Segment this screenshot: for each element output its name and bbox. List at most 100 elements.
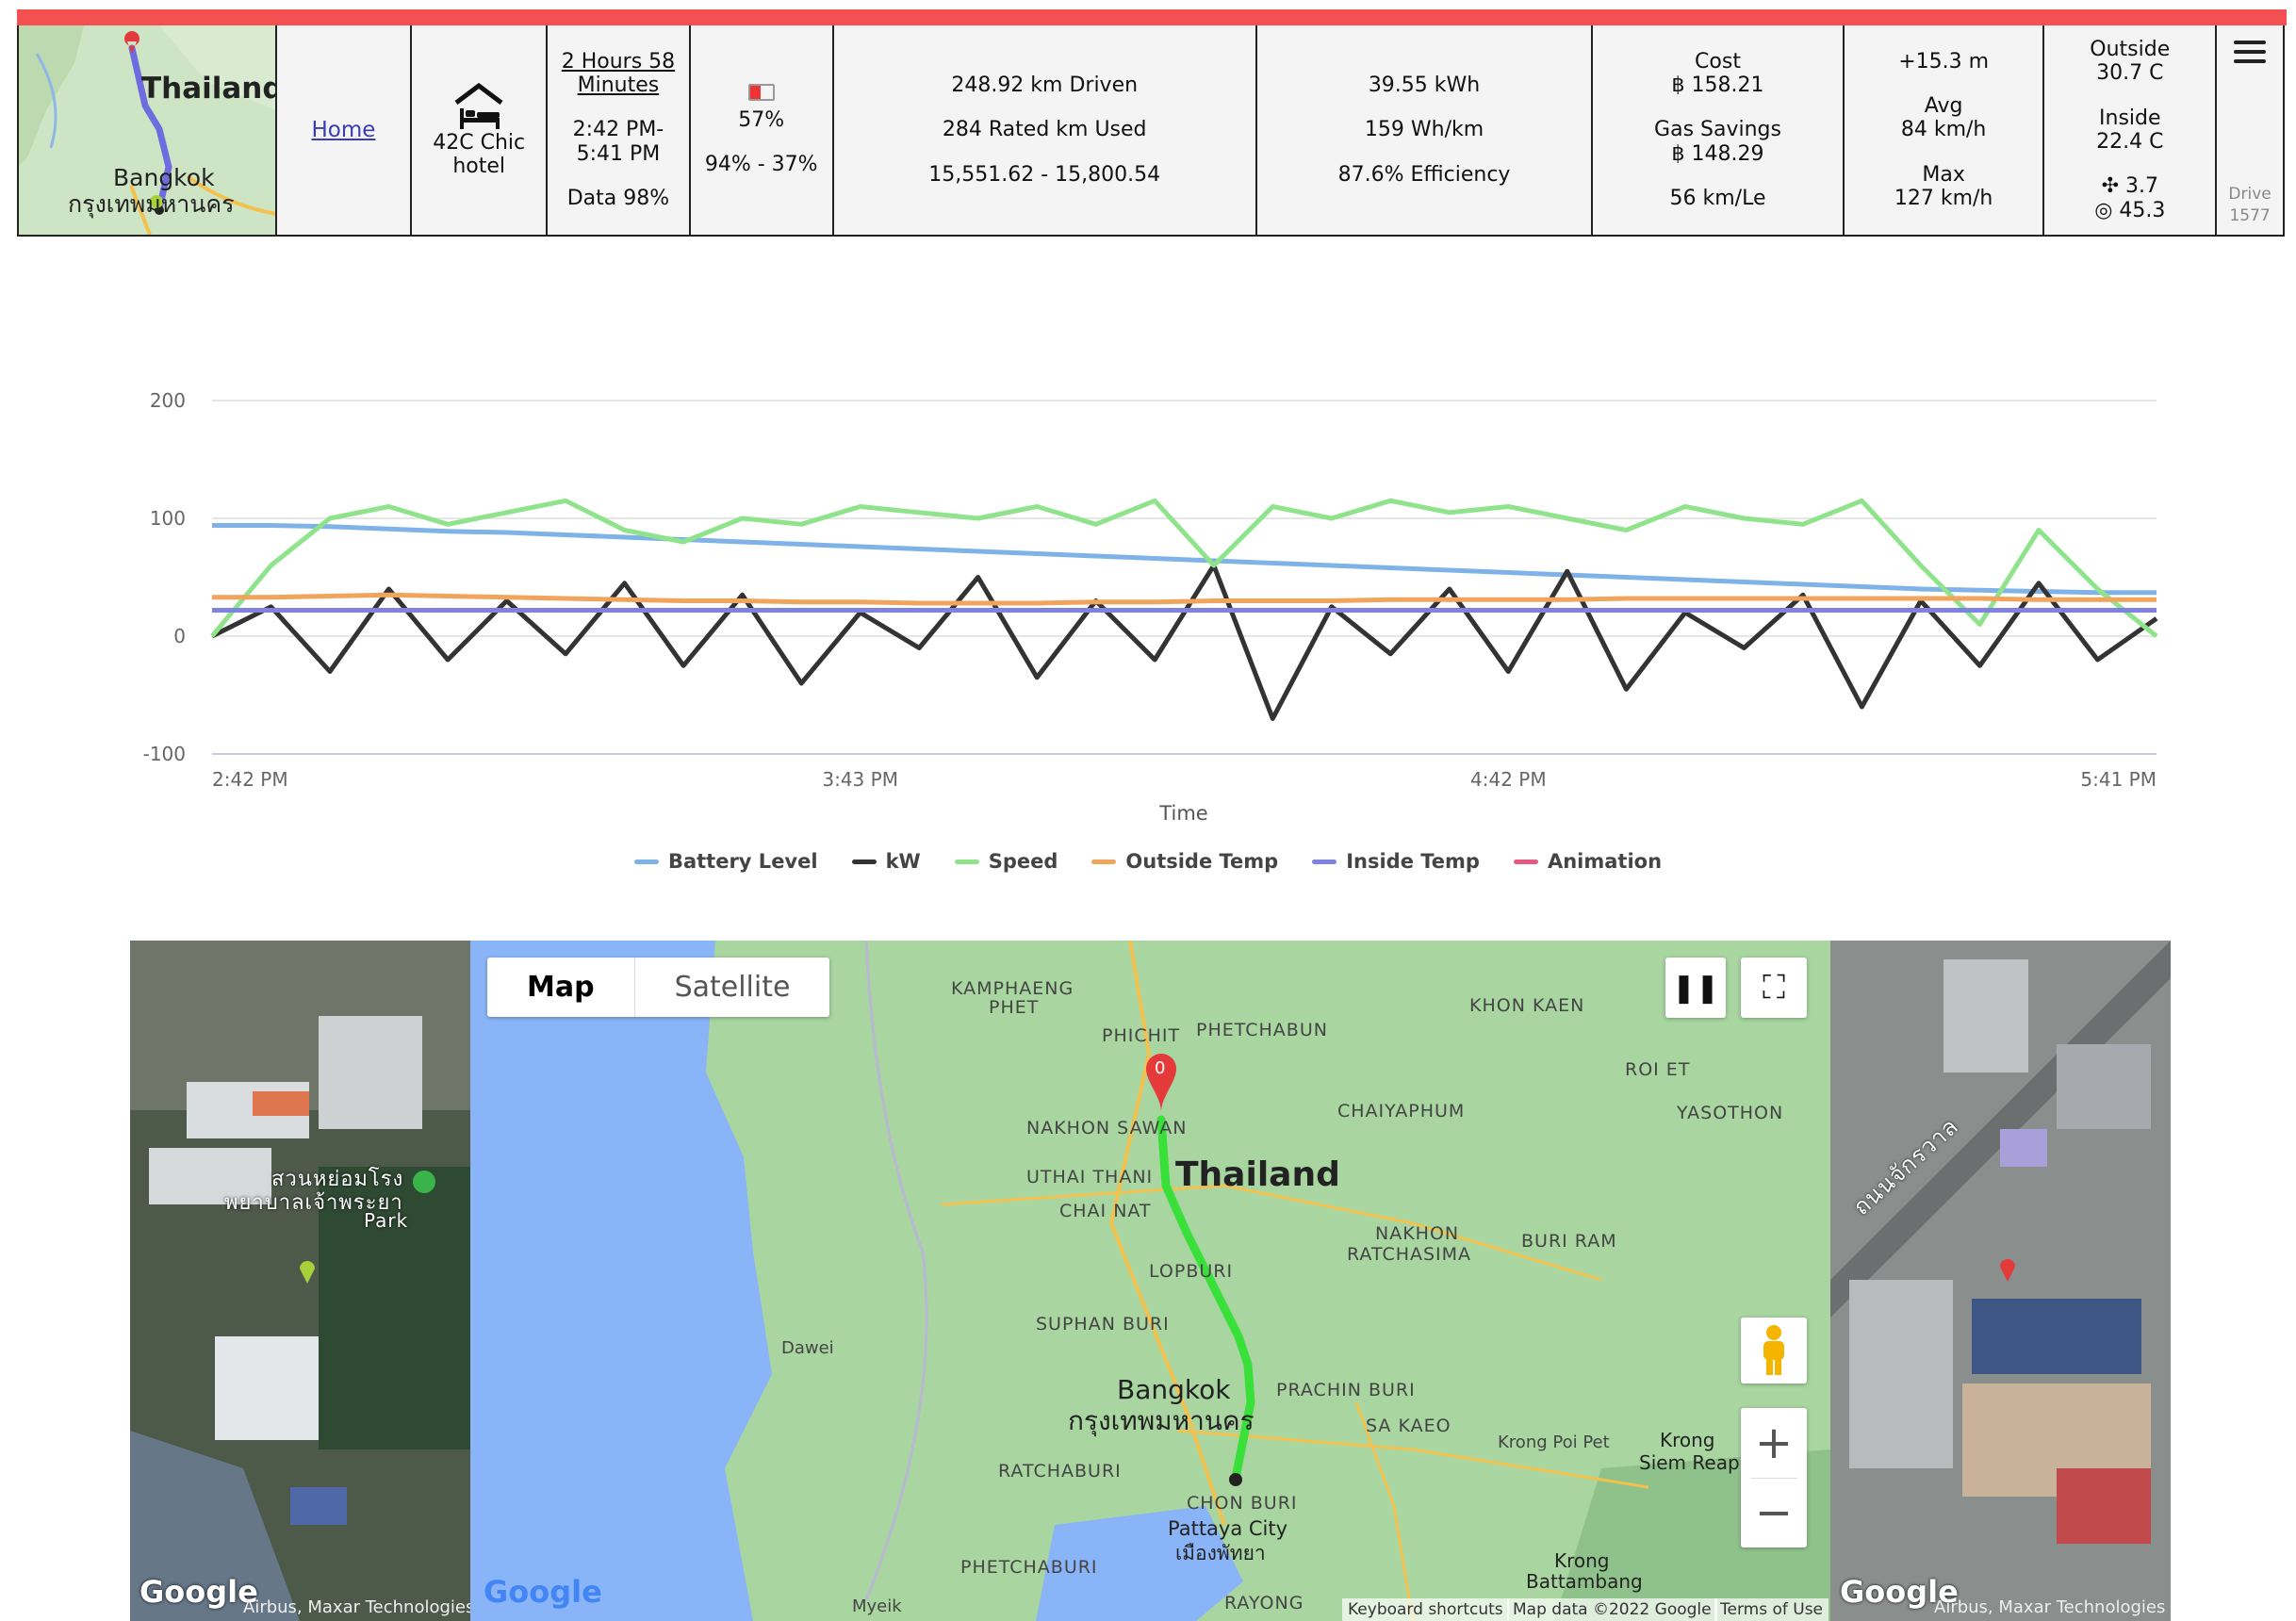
park-local-label: สวนหย่อมโรง (271, 1168, 404, 1191)
cost-cell: Cost ฿ 158.21 Gas Savings ฿ 148.29 56 km… (1593, 25, 1845, 235)
start-satellite-view[interactable]: สวนหย่อมโรง พยาบาลเจ้าพระยา Park Google … (130, 941, 470, 1621)
place-label: SUPHAN BURI (1036, 1314, 1170, 1334)
keyboard-shortcuts-link[interactable]: Keyboard shortcuts (1342, 1598, 1509, 1621)
terms-of-use-link[interactable]: Terms of Use (1714, 1598, 1829, 1621)
map-type-satellite-button[interactable]: Satellite (633, 958, 830, 1017)
mini-map-graphic (19, 25, 275, 235)
google-logo: Google (484, 1574, 602, 1610)
pause-animation-button[interactable]: ❚❚ (1665, 958, 1726, 1018)
legend-label: kW (885, 850, 921, 873)
legend-swatch (954, 859, 979, 864)
place-label: เมืองพัทยา (1175, 1542, 1266, 1564)
duration-cell: 2 Hours 58 Minutes 2:42 PM- 5:41 PM Data… (548, 25, 691, 235)
place-label: BURI RAM (1521, 1231, 1617, 1252)
legend-item-speed[interactable]: Speed (954, 850, 1058, 873)
fan-speed: 3.7 (2125, 174, 2158, 199)
legend-swatch (1091, 859, 1117, 864)
mini-map-country-label: Thailand (141, 72, 277, 106)
place-label: PHET (989, 997, 1040, 1018)
trip-chart: 200 100 0 -100 2:42 PM 3:43 PM 4:42 PM 5:41 PM… (143, 389, 2158, 825)
inside-temp-value: 22.4 C (2096, 130, 2164, 154)
place-label: NAKHON SAWAN (1026, 1118, 1188, 1138)
trip-mini-map[interactable]: Thailand Bangkok กรุงเทพมหานคร (19, 25, 277, 235)
zoom-out-button[interactable]: − (1750, 1477, 1797, 1548)
legend-label: Inside Temp (1346, 850, 1480, 873)
minus-icon: − (1754, 1486, 1794, 1540)
place-label: YASOTHON (1677, 1103, 1784, 1123)
energy-cell: 39.55 kWh 159 Wh/km 87.6% Efficiency (1257, 25, 1594, 235)
x-axis-label: Time (1158, 802, 1207, 825)
place-label: Krong (1554, 1549, 1610, 1572)
menu-cell: Drive 1577 (2217, 25, 2283, 235)
legend-label: Battery Level (667, 850, 818, 873)
energy-per-km: 159 Wh/km (1364, 118, 1484, 142)
map-type-control: Map Satellite (487, 958, 830, 1017)
place-label: KHON KAEN (1469, 995, 1585, 1016)
end-time: 5:41 PM (576, 141, 661, 166)
map-country-label: Thailand (1175, 1155, 1340, 1194)
trip-summary-header: Thailand Bangkok กรุงเทพมหานคร Home 42C … (17, 25, 2285, 237)
home-link[interactable]: Home (311, 117, 376, 142)
place-label: RATCHASIMA (1347, 1244, 1472, 1265)
y-tick-label: 0 (173, 625, 186, 647)
place-label: RAYONG (1224, 1593, 1304, 1613)
place-label: PHETCHABUN (1196, 1020, 1328, 1040)
drive-number: 1577 (2229, 206, 2271, 226)
max-speed-label: Max (1922, 162, 1965, 187)
route-map[interactable]: 0 Map Satellite ❚❚ ⛶ + − (470, 941, 1830, 1621)
y-tick-label: -100 (143, 743, 186, 765)
energy-used: 39.55 kWh (1368, 74, 1481, 98)
series-line-outside-temp (212, 592, 2157, 606)
fullscreen-icon: ⛶ (1763, 969, 1785, 1007)
start-satellite-image (130, 941, 470, 1621)
x-tick-label: 2:42 PM (212, 768, 288, 791)
cost-value: ฿ 158.21 (1671, 74, 1764, 98)
avg-speed-value: 84 km/h (1900, 118, 1987, 142)
top-accent-bar (17, 9, 2287, 25)
pegman-icon (1763, 1325, 1784, 1375)
fullscreen-button[interactable]: ⛶ (1741, 958, 1807, 1018)
mini-map-city-local-label: กรุงเทพมหานคร (68, 190, 235, 218)
legend-item-inside-temp[interactable]: Inside Temp (1312, 850, 1480, 873)
zoom-control: + − (1741, 1408, 1807, 1547)
x-tick-label: 3:43 PM (822, 768, 898, 791)
destination-name-line2: hotel (452, 155, 506, 178)
legend-item-kw[interactable]: kW (851, 850, 921, 873)
speed-cell: +15.3 m Avg 84 km/h Max 127 km/h (1845, 25, 2045, 235)
hamburger-menu-icon[interactable] (2234, 35, 2267, 69)
y-tick-label: 100 (150, 507, 186, 530)
km-per-le: 56 km/Le (1669, 186, 1766, 210)
end-satellite-view[interactable]: ถนนจักรวาล Google Airbus, Maxar Technolo… (1830, 941, 2171, 1621)
temperature-cell: Outside 30.7 C Inside 22.4 C ✣ 3.7 ◎ 45.… (2044, 25, 2218, 235)
distance-cell: 248.92 km Driven 284 Rated km Used 15,55… (834, 25, 1257, 235)
right-sat-attribution: Airbus, Maxar Technologies (1934, 1597, 2166, 1617)
google-logo: Google (139, 1574, 258, 1610)
map-type-map-button[interactable]: Map (527, 971, 595, 1004)
place-label: RATCHABURI (998, 1461, 1122, 1482)
place-label: Krong Poi Pet (1498, 1433, 1610, 1452)
legend-item-animation[interactable]: Animation (1513, 850, 1662, 873)
legend-swatch (1312, 859, 1337, 864)
street-view-pegman[interactable] (1741, 1318, 1807, 1384)
legend-label: Speed (988, 850, 1058, 873)
legend-item-battery-level[interactable]: Battery Level (633, 850, 818, 873)
battery-range: 94% - 37% (704, 153, 818, 176)
outside-temp-label: Outside (2090, 38, 2171, 62)
park-local-label-2: พยาบาลเจ้าพระยา (224, 1191, 403, 1215)
x-tick-label: 5:41 PM (2080, 768, 2157, 791)
legend-item-outside-temp[interactable]: Outside Temp (1091, 850, 1278, 873)
destination-name-line1: 42C Chic (433, 130, 526, 155)
duration-line2: Minutes (577, 74, 660, 98)
data-quality: Data 98% (566, 186, 670, 210)
plus-icon: + (1754, 1416, 1794, 1469)
park-label: Park (364, 1209, 409, 1232)
series-line-speed (210, 498, 2158, 638)
pause-icon: ❚❚ (1671, 971, 1720, 1005)
zoom-in-button[interactable]: + (1755, 1408, 1793, 1478)
place-label: KAMPHAENG (951, 978, 1074, 999)
energy-efficiency: 87.6% Efficiency (1337, 162, 1511, 187)
place-label: Siem Reap (1639, 1451, 1740, 1474)
route-marker-label: 0 (1155, 1058, 1167, 1078)
map-city-local-label: กรุงเทพมหานคร (1068, 1405, 1255, 1436)
max-speed-value: 127 km/h (1894, 186, 1993, 210)
